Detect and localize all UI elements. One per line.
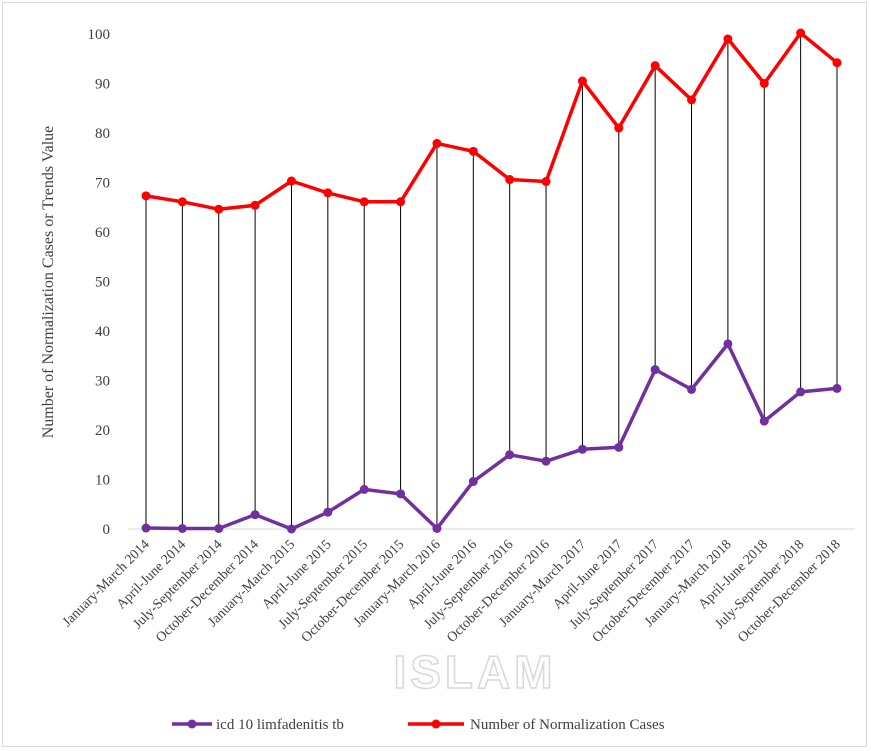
data-point xyxy=(759,416,769,426)
legend-label: Number of Normalization Cases xyxy=(470,717,665,733)
legend-swatch-marker xyxy=(431,719,441,729)
data-point xyxy=(359,484,369,494)
data-point xyxy=(177,197,187,207)
data-point xyxy=(468,476,478,486)
data-point xyxy=(141,523,151,533)
drop-lines xyxy=(145,33,838,529)
data-point xyxy=(505,175,515,185)
series-line xyxy=(144,342,839,531)
data-point xyxy=(250,200,260,210)
legend-item: Number of Normalization Cases xyxy=(408,717,665,733)
legend-item: icd 10 limfadenitis tb xyxy=(172,717,344,733)
y-tick-label: 20 xyxy=(95,423,110,439)
data-point xyxy=(687,384,697,394)
data-point xyxy=(796,387,806,397)
data-point xyxy=(141,191,151,201)
data-point xyxy=(432,138,442,148)
y-tick-label: 90 xyxy=(95,77,110,93)
data-point xyxy=(614,123,624,133)
data-point xyxy=(687,95,697,105)
data-point xyxy=(286,176,296,186)
legend-swatch-marker xyxy=(187,719,197,729)
data-point xyxy=(577,76,587,86)
y-tick-label: 0 xyxy=(103,522,111,538)
data-point xyxy=(759,79,769,88)
y-tick-label: 60 xyxy=(95,225,110,241)
watermark: ISLAM xyxy=(393,645,556,699)
watermark-text: ISLAM xyxy=(393,646,556,698)
data-point xyxy=(359,197,369,207)
y-tick-label: 10 xyxy=(95,473,110,489)
y-tick-label: 70 xyxy=(95,176,110,192)
data-point xyxy=(286,524,296,534)
data-point xyxy=(214,524,224,534)
data-point xyxy=(505,450,515,460)
y-axis-label: Number of Normalization Cases or Trends … xyxy=(40,126,57,439)
data-point xyxy=(468,146,478,156)
data-point xyxy=(832,58,842,68)
y-axis-ticks: 0 10 20 30 40 50 60 70 80 90 100 xyxy=(88,27,111,538)
data-point xyxy=(723,34,733,44)
data-point xyxy=(323,507,333,517)
data-point xyxy=(614,442,624,452)
series-normalization-cases xyxy=(141,28,842,214)
series-lines xyxy=(141,28,842,534)
legend-label: icd 10 limfadenitis tb xyxy=(216,717,344,733)
data-point xyxy=(396,489,406,499)
data-point xyxy=(796,28,806,38)
data-point xyxy=(650,365,660,375)
y-tick-label: 50 xyxy=(95,275,110,291)
data-point xyxy=(396,197,406,207)
series-line xyxy=(144,31,839,211)
y-tick-label: 30 xyxy=(95,374,110,390)
data-point xyxy=(214,204,224,214)
data-point xyxy=(832,383,842,393)
legend: icd 10 limfadenitis tb Number of Normaliz… xyxy=(172,717,665,733)
data-point xyxy=(650,61,660,71)
y-tick-label: 80 xyxy=(95,126,110,142)
data-point xyxy=(577,444,587,454)
data-point xyxy=(250,510,260,520)
data-point xyxy=(177,524,187,534)
data-point xyxy=(432,524,442,534)
series-icd-10-limfadenitis-tb xyxy=(141,339,842,534)
y-tick-label: 100 xyxy=(88,27,111,43)
data-point xyxy=(323,188,333,198)
data-point xyxy=(541,456,551,466)
data-point xyxy=(541,177,551,187)
data-point xyxy=(723,339,733,349)
y-tick-label: 40 xyxy=(95,324,110,340)
